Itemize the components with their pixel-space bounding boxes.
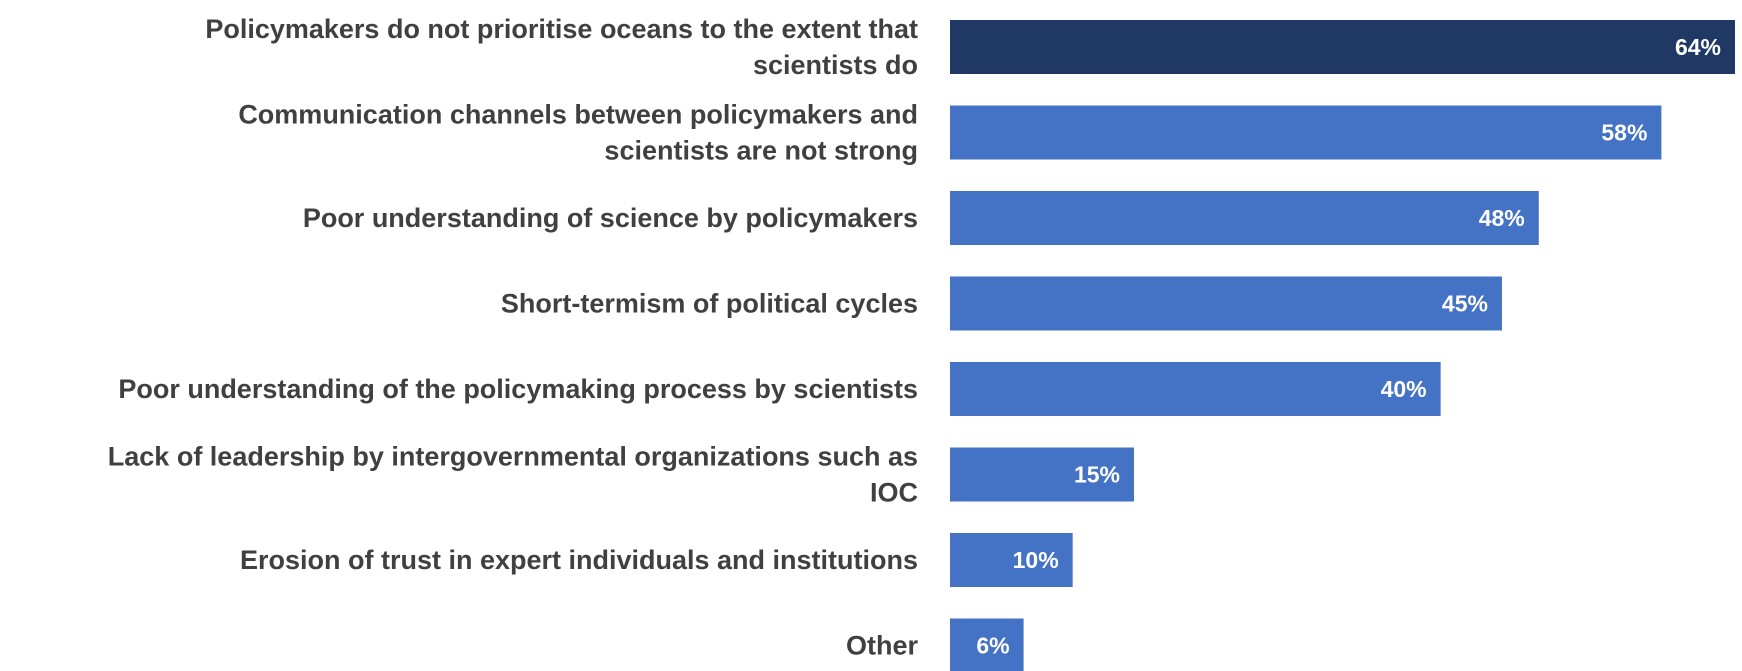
category-label-line: scientists are not strong <box>604 136 918 166</box>
category-label: Policymakers do not prioritise oceans to… <box>205 14 918 80</box>
category-label: Communication channels between policymak… <box>238 100 918 166</box>
data-label: 10% <box>1013 547 1059 573</box>
category-label-line: Poor understanding of the policymaking p… <box>118 374 918 404</box>
data-label: 48% <box>1479 205 1525 231</box>
data-label: 15% <box>1074 462 1120 488</box>
category-label-line: Erosion of trust in expert individuals a… <box>240 545 918 575</box>
category-label-line: Communication channels between policymak… <box>238 100 918 130</box>
bar <box>950 20 1735 74</box>
bar <box>950 533 1073 587</box>
bar <box>950 362 1441 416</box>
category-label: Poor understanding of the policymaking p… <box>118 374 918 404</box>
category-label-line: Other <box>846 631 919 661</box>
data-label: 6% <box>976 633 1009 659</box>
bar <box>950 276 1502 331</box>
category-label: Erosion of trust in expert individuals a… <box>240 545 918 575</box>
category-label-line: Poor understanding of science by policym… <box>303 203 918 233</box>
bar <box>950 105 1662 160</box>
category-labels: Policymakers do not prioritise oceans to… <box>108 14 919 661</box>
data-label: 64% <box>1675 34 1721 60</box>
category-label: Poor understanding of science by policym… <box>303 203 918 233</box>
category-label-line: scientists do <box>753 50 918 80</box>
category-label-line: Lack of leadership by intergovernmental … <box>108 442 918 472</box>
bar <box>950 447 1134 502</box>
value-labels: 64% 58% 48% 45% 40% 15% 10% 6% <box>976 34 1721 659</box>
data-label: 40% <box>1381 376 1427 402</box>
category-label-line: Policymakers do not prioritise oceans to… <box>205 14 918 44</box>
bar <box>950 618 1024 671</box>
category-label: Other <box>846 631 919 661</box>
bars <box>950 20 1735 671</box>
category-label: Short-termism of political cycles <box>501 289 918 319</box>
category-label-line: IOC <box>870 478 918 508</box>
data-label: 58% <box>1601 120 1647 146</box>
category-label: Lack of leadership by intergovernmental … <box>108 442 918 508</box>
bar <box>950 191 1539 245</box>
category-label-line: Short-termism of political cycles <box>501 289 918 319</box>
data-label: 45% <box>1442 291 1488 317</box>
